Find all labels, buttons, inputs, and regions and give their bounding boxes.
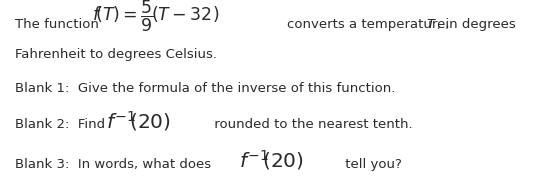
- Text: Blank 1:  Give the formula of the inverse of this function.: Blank 1: Give the formula of the inverse…: [15, 82, 395, 96]
- Text: $T$: $T$: [426, 18, 437, 31]
- Text: Blank 3:  In words, what does: Blank 3: In words, what does: [15, 158, 215, 171]
- Text: tell you?: tell you?: [341, 158, 402, 171]
- Text: , in degrees: , in degrees: [437, 18, 516, 31]
- Text: converts a temperature,: converts a temperature,: [287, 18, 454, 31]
- Text: Fahrenheit to degrees Celsius.: Fahrenheit to degrees Celsius.: [15, 48, 217, 61]
- Text: The function: The function: [15, 18, 103, 31]
- Text: rounded to the nearest tenth.: rounded to the nearest tenth.: [209, 118, 412, 131]
- Text: Blank 2:  Find: Blank 2: Find: [15, 118, 109, 131]
- Text: $f^{-1}\!\!\left(20\right)$: $f^{-1}\!\!\left(20\right)$: [238, 148, 303, 172]
- Text: $f\!\left(T\right) = \dfrac{5}{9}\!\left(T - 32\right)$: $f\!\left(T\right) = \dfrac{5}{9}\!\left…: [92, 0, 220, 34]
- Text: $f^{-1}\!\!\left(20\right)$: $f^{-1}\!\!\left(20\right)$: [106, 109, 171, 133]
